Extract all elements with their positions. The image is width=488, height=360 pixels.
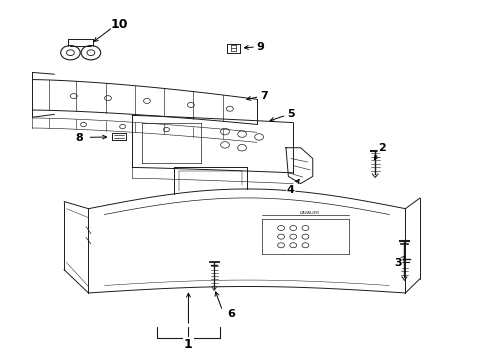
Text: 4: 4: [286, 179, 299, 195]
Text: 9: 9: [244, 42, 264, 51]
Text: 2: 2: [374, 143, 385, 159]
Text: 3: 3: [393, 256, 404, 268]
Text: CAVALIER: CAVALIER: [300, 211, 320, 215]
Text: 7: 7: [246, 91, 267, 101]
Text: 1: 1: [183, 338, 192, 351]
Text: 6: 6: [226, 310, 234, 319]
Text: 10: 10: [111, 18, 128, 31]
Text: 5: 5: [269, 109, 294, 121]
Text: 8: 8: [76, 133, 83, 143]
